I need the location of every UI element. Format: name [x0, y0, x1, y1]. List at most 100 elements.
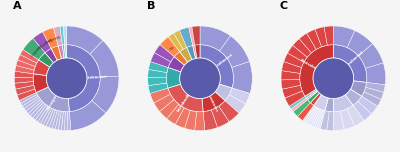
- Text: Lactobacillus: Lactobacillus: [176, 89, 194, 112]
- Wedge shape: [215, 84, 232, 101]
- Text: Actinobacter: Actinobacter: [42, 33, 60, 43]
- Wedge shape: [293, 39, 311, 57]
- Wedge shape: [313, 109, 321, 127]
- Wedge shape: [175, 108, 190, 128]
- Wedge shape: [350, 81, 367, 96]
- Wedge shape: [67, 45, 100, 112]
- Wedge shape: [285, 91, 305, 106]
- Wedge shape: [304, 106, 316, 123]
- Wedge shape: [333, 45, 367, 83]
- Wedge shape: [168, 84, 203, 112]
- Wedge shape: [33, 104, 46, 120]
- Wedge shape: [200, 26, 230, 51]
- Wedge shape: [347, 31, 372, 56]
- Wedge shape: [333, 111, 344, 131]
- Wedge shape: [284, 53, 304, 67]
- Wedge shape: [160, 37, 180, 57]
- Wedge shape: [358, 96, 378, 114]
- Wedge shape: [60, 26, 64, 45]
- Wedge shape: [69, 101, 106, 130]
- Wedge shape: [64, 112, 68, 131]
- Wedge shape: [38, 106, 50, 123]
- Wedge shape: [311, 109, 320, 126]
- Wedge shape: [281, 79, 300, 89]
- Wedge shape: [33, 74, 48, 93]
- Wedge shape: [180, 47, 192, 62]
- Wedge shape: [299, 33, 316, 53]
- Wedge shape: [306, 90, 318, 100]
- Text: Nitrospira: Nitrospira: [46, 92, 60, 111]
- Wedge shape: [30, 102, 45, 118]
- Wedge shape: [17, 89, 36, 100]
- Wedge shape: [51, 46, 62, 60]
- Wedge shape: [225, 95, 246, 113]
- Wedge shape: [67, 26, 103, 54]
- Wedge shape: [325, 98, 333, 112]
- Wedge shape: [64, 45, 67, 58]
- Wedge shape: [160, 100, 179, 119]
- Wedge shape: [19, 93, 37, 103]
- Wedge shape: [310, 93, 322, 105]
- Wedge shape: [15, 81, 34, 89]
- Wedge shape: [353, 101, 372, 121]
- Wedge shape: [324, 26, 333, 45]
- Wedge shape: [46, 109, 55, 128]
- Wedge shape: [220, 36, 250, 67]
- Wedge shape: [200, 45, 234, 88]
- Wedge shape: [309, 108, 319, 126]
- Wedge shape: [308, 91, 320, 103]
- Circle shape: [180, 58, 220, 98]
- Wedge shape: [298, 103, 314, 121]
- Wedge shape: [61, 112, 65, 131]
- Wedge shape: [67, 112, 71, 131]
- Wedge shape: [316, 110, 324, 128]
- Wedge shape: [202, 92, 225, 112]
- Wedge shape: [288, 45, 307, 62]
- Circle shape: [313, 58, 354, 98]
- Wedge shape: [314, 95, 328, 111]
- Wedge shape: [291, 98, 308, 112]
- Wedge shape: [318, 111, 325, 129]
- Wedge shape: [185, 110, 196, 130]
- Wedge shape: [43, 108, 54, 126]
- Wedge shape: [167, 104, 184, 124]
- Wedge shape: [366, 83, 385, 92]
- Wedge shape: [49, 110, 57, 128]
- Wedge shape: [333, 95, 353, 112]
- Text: C: C: [280, 1, 288, 11]
- Wedge shape: [174, 30, 187, 49]
- Wedge shape: [63, 26, 67, 45]
- Wedge shape: [33, 60, 50, 76]
- Wedge shape: [22, 96, 39, 109]
- Wedge shape: [320, 111, 329, 130]
- Wedge shape: [327, 112, 333, 131]
- Wedge shape: [293, 100, 310, 116]
- Wedge shape: [308, 107, 318, 125]
- Wedge shape: [150, 53, 171, 67]
- Wedge shape: [148, 62, 168, 73]
- Wedge shape: [36, 87, 69, 112]
- Wedge shape: [43, 28, 58, 48]
- Wedge shape: [307, 29, 322, 49]
- Wedge shape: [62, 45, 65, 58]
- Wedge shape: [195, 112, 205, 131]
- Wedge shape: [15, 66, 34, 74]
- Wedge shape: [16, 85, 35, 95]
- Text: Proteobacteri: Proteobacteri: [80, 75, 107, 80]
- Wedge shape: [232, 62, 252, 93]
- Wedge shape: [14, 71, 33, 78]
- Wedge shape: [150, 88, 170, 103]
- Wedge shape: [58, 111, 63, 130]
- Wedge shape: [187, 45, 196, 60]
- Wedge shape: [282, 85, 302, 98]
- Wedge shape: [219, 101, 239, 122]
- Wedge shape: [90, 41, 119, 77]
- Wedge shape: [289, 96, 306, 109]
- Wedge shape: [189, 27, 195, 45]
- Wedge shape: [35, 105, 48, 122]
- Wedge shape: [58, 45, 64, 59]
- Wedge shape: [347, 105, 364, 126]
- Wedge shape: [154, 45, 174, 62]
- Wedge shape: [193, 45, 197, 59]
- Wedge shape: [211, 106, 229, 128]
